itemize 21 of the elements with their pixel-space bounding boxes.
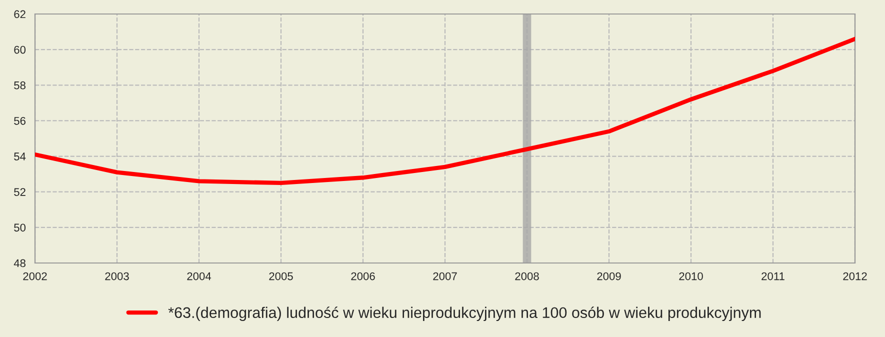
x-tick-label: 2002 [23,272,47,280]
y-tick-label: 58 [14,81,26,90]
y-tick-label: 54 [14,152,26,160]
x-tick-label: 2011 [762,272,784,280]
x-tick-label: 2005 [269,272,293,280]
x-tick-label: 2003 [105,272,129,280]
legend-label: *63.(demografia) ludność w wieku nieprodukcyjnym na 100 osób w wieku produkcyjnym [168,306,761,322]
x-tick-label: 2006 [351,272,375,280]
x-tick-label: 2004 [187,272,212,280]
x-tick-label: 2007 [433,272,457,280]
y-tick-label: 62 [14,10,26,18]
y-tick-label: 48 [14,259,26,268]
x-tick-label: 2009 [597,272,621,280]
y-tick-label: 50 [14,224,26,232]
x-tick-label: 2012 [843,272,867,280]
line-series [35,36,855,186]
x-tick-label: 2010 [679,272,703,280]
y-tick-label: 52 [14,188,26,196]
y-tick-label: 60 [14,46,26,54]
y-tick-label: 56 [14,116,26,125]
x-tick-label: 2008 [515,272,539,280]
